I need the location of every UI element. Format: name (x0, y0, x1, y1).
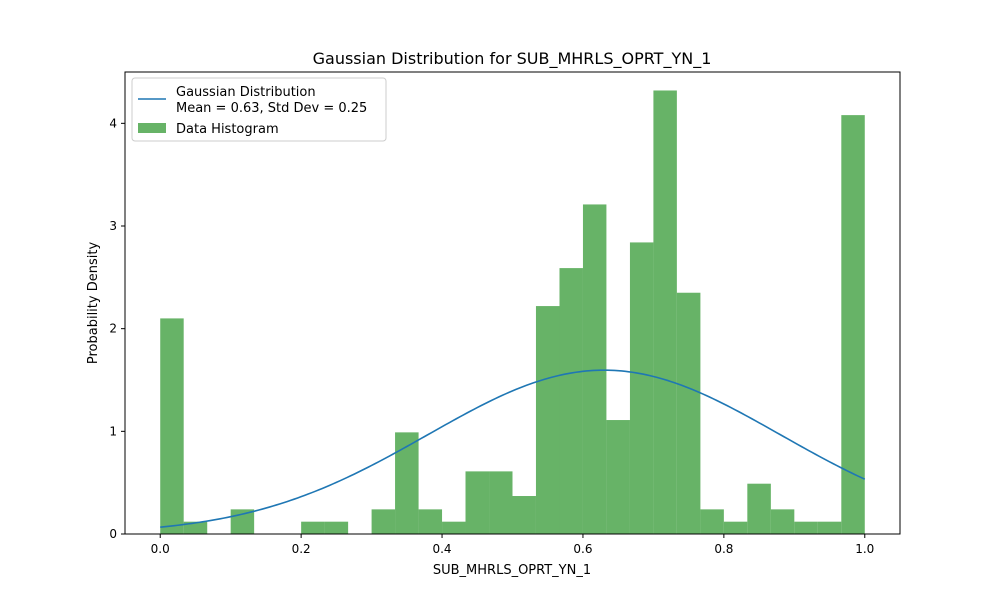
histogram-bar (700, 509, 724, 534)
histogram-bar (418, 509, 443, 534)
histogram-bar (653, 90, 677, 534)
y-tick-label: 3 (109, 219, 117, 233)
x-tick-label: 0.2 (292, 542, 311, 556)
histogram-bar (465, 471, 490, 534)
x-tick-label: 1.0 (855, 542, 874, 556)
x-tick-label: 0.4 (432, 542, 451, 556)
legend-gaussian-label-line2: Mean = 0.63, Std Dev = 0.25 (176, 101, 367, 116)
histogram-bar (676, 292, 701, 534)
histogram-bar (160, 318, 184, 534)
histogram-bar (723, 521, 748, 534)
histogram-bar (301, 521, 325, 534)
histogram-bar (582, 204, 607, 534)
histogram-bar (770, 509, 795, 534)
histogram-bar (489, 471, 513, 534)
x-tick-label: 0.6 (573, 542, 592, 556)
histogram-bar (606, 420, 630, 534)
histogram-bar (442, 521, 466, 534)
histogram-bar (512, 496, 536, 534)
histogram-bar (747, 483, 771, 534)
histogram-bars (160, 90, 865, 535)
histogram-bar (817, 521, 842, 534)
y-tick-label: 0 (109, 527, 117, 541)
chart-title: Gaussian Distribution for SUB_MHRLS_OPRT… (313, 49, 712, 69)
plot-frame (124, 71, 901, 535)
legend-histogram-label: Data Histogram (176, 122, 279, 137)
gaussian-curve-layer (160, 369, 866, 528)
gaussian-curve (160, 369, 866, 528)
histogram-bar (395, 432, 419, 534)
histogram-bar (371, 509, 396, 534)
y-axis-ticks: 0 1 2 3 4 (109, 116, 125, 541)
histogram-bar (324, 521, 349, 534)
legend-histogram-swatch (138, 123, 166, 133)
legend: Gaussian Distribution Mean = 0.63, Std D… (131, 77, 387, 142)
y-tick-label: 1 (109, 424, 117, 438)
x-axis-ticks: 0.0 0.2 0.4 0.6 0.8 1.0 (151, 534, 874, 556)
histogram-bar (629, 242, 654, 534)
y-tick-label: 2 (109, 322, 117, 336)
y-axis-label: Probability Density (86, 242, 101, 365)
histogram-bar (535, 306, 560, 534)
x-tick-label: 0.8 (714, 542, 733, 556)
legend-gaussian-label-line1: Gaussian Distribution (176, 85, 316, 100)
x-tick-label: 0.0 (151, 542, 170, 556)
histogram-bar (230, 509, 255, 534)
legend-box (131, 77, 387, 142)
histogram-bar (794, 521, 818, 534)
histogram-bar (559, 268, 583, 534)
histogram-bar (183, 521, 208, 534)
y-tick-label: 4 (109, 116, 117, 130)
x-axis-label: SUB_MHRLS_OPRT_YN_1 (433, 563, 591, 578)
histogram-bar (841, 115, 865, 535)
